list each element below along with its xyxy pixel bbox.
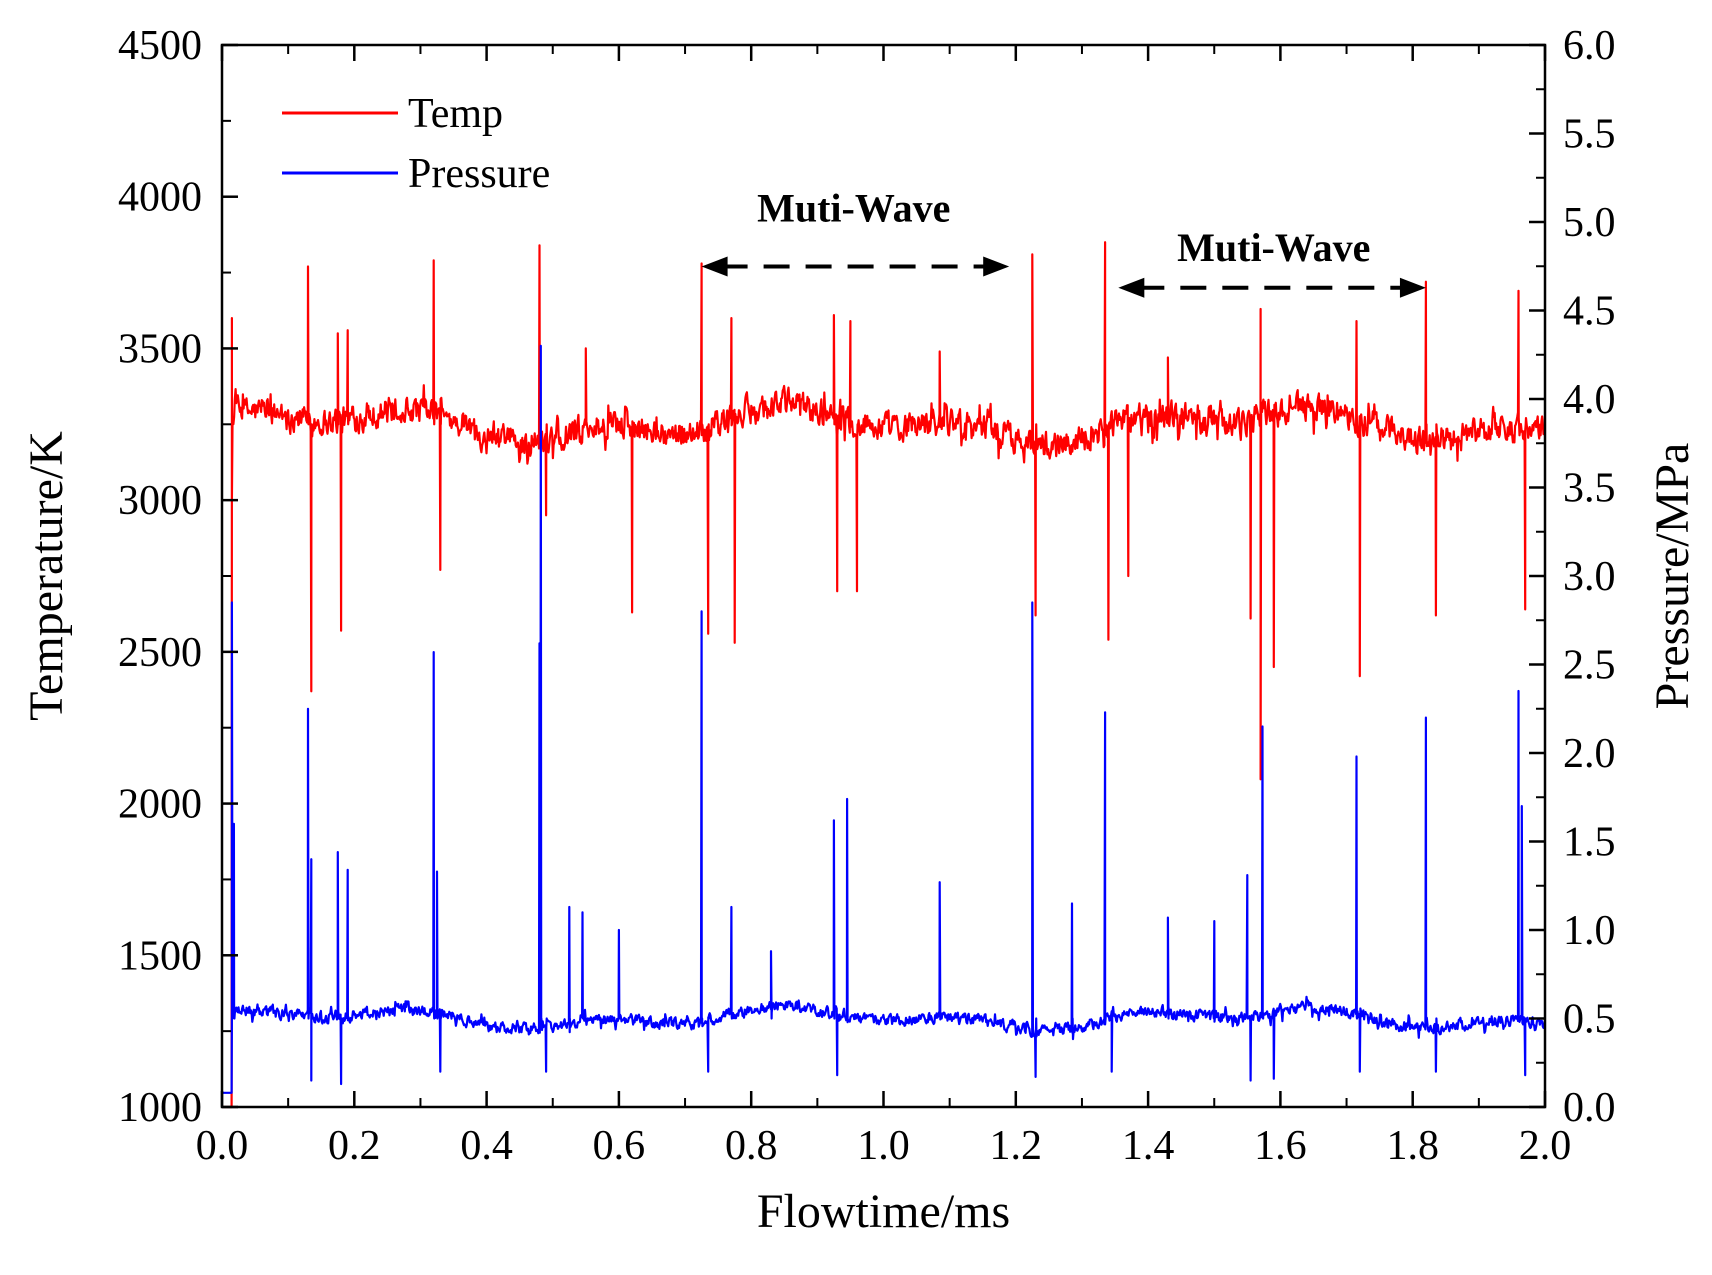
- annotation-arrowhead-left-2: [1118, 277, 1145, 298]
- annotations: Muti-Wave Muti-Wave: [701, 185, 1426, 298]
- y-left-tick-label: 1500: [118, 933, 202, 979]
- x-tick-label: 0.6: [593, 1123, 646, 1169]
- y-right-tick-label: 1.0: [1563, 908, 1616, 954]
- y-left-tick-label: 3500: [118, 326, 202, 372]
- y-left-tick-label: 2500: [118, 630, 202, 676]
- y-right-tick-label: 4.0: [1563, 377, 1616, 423]
- series-line-pressure: [222, 344, 1547, 1094]
- legend: Temp Pressure: [282, 91, 550, 197]
- y-left-tick-label: 3000: [118, 478, 202, 524]
- y-left-tick-label: 1000: [118, 1085, 202, 1131]
- annotation-arrowhead-right-2: [1399, 277, 1426, 298]
- y-left-tick-label: 4500: [118, 23, 202, 69]
- y-right-tick-label: 5.0: [1563, 200, 1616, 246]
- axis-ticks: 0.0 0.2 0.4 0.6 0.8 1.0 1.2 1.4 1.6 1.8 2.0 1000 150…: [118, 23, 1616, 1169]
- y-right-tick-label: 1.5: [1563, 820, 1616, 866]
- x-tick-label: 1.6: [1254, 1123, 1307, 1169]
- x-tick-label: 2.0: [1519, 1123, 1572, 1169]
- legend-label-pressure: Pressure: [408, 151, 550, 197]
- y-left-axis-title: Temperature/K: [20, 431, 73, 721]
- y-right-tick-label: 0.5: [1563, 997, 1616, 1043]
- x-tick-label: 1.4: [1122, 1123, 1175, 1169]
- x-axis-title: Flowtime/ms: [757, 1185, 1010, 1238]
- series-line-temp: [222, 241, 1547, 1109]
- x-tick-label: 0.4: [460, 1123, 513, 1169]
- y-right-tick-label: 2.0: [1563, 731, 1616, 777]
- y-right-tick-label: 4.5: [1563, 289, 1616, 335]
- x-tick-label: 1.2: [990, 1123, 1043, 1169]
- plot-area: [222, 241, 1547, 1109]
- annotation-arrowhead-left-1: [701, 256, 728, 277]
- y-right-axis-title: Pressure/MPa: [1646, 443, 1699, 710]
- y-right-tick-label: 3.0: [1563, 554, 1616, 600]
- x-tick-label: 1.0: [857, 1123, 910, 1169]
- y-right-tick-label: 5.5: [1563, 112, 1616, 158]
- y-right-tick-label: 3.5: [1563, 466, 1616, 512]
- y-left-tick-label: 2000: [118, 782, 202, 828]
- y-left-tick-label: 4000: [118, 175, 202, 221]
- annotation-label-1: Muti-Wave: [757, 185, 950, 230]
- x-tick-label: 0.2: [328, 1123, 381, 1169]
- x-tick-label: 1.8: [1386, 1123, 1439, 1169]
- annotation-label-2: Muti-Wave: [1177, 225, 1370, 270]
- y-right-tick-label: 6.0: [1563, 23, 1616, 69]
- annotation-arrowhead-right-1: [983, 256, 1010, 277]
- x-tick-label: 0.8: [725, 1123, 778, 1169]
- legend-label-temp: Temp: [408, 91, 503, 137]
- y-right-tick-label: 0.0: [1563, 1085, 1616, 1131]
- y-right-tick-label: 2.5: [1563, 643, 1616, 689]
- x-tick-label: 0.0: [196, 1123, 249, 1169]
